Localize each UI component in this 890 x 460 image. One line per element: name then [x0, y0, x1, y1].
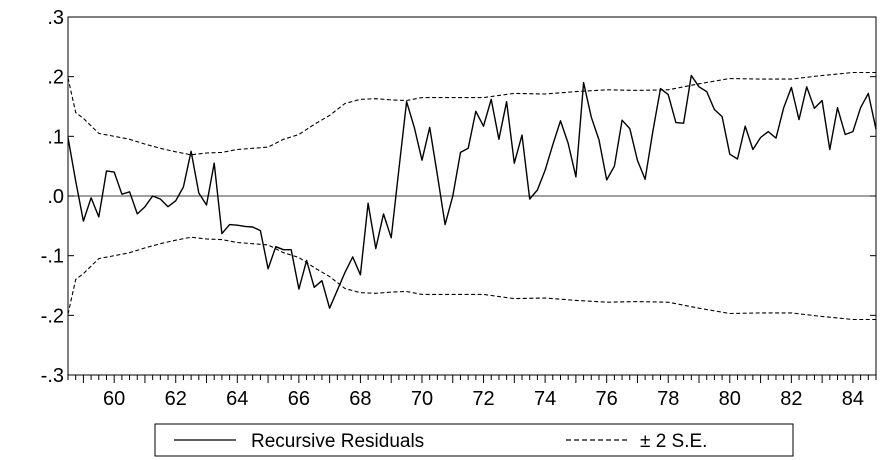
x-tick-label: 66 [288, 388, 310, 410]
series-layer [67, 71, 877, 321]
x-tick-label: 76 [596, 388, 618, 410]
x-tick-label: 64 [226, 388, 248, 410]
y-tick-label: .1 [47, 126, 64, 148]
y-axis-ticks: -.3 -.2 -.1 .0 .1 .2 .3 [41, 7, 876, 387]
legend-box [154, 423, 794, 457]
y-tick-label: -.2 [41, 305, 64, 327]
x-tick-label: 78 [657, 388, 679, 410]
series-recursive-residuals [67, 74, 877, 309]
y-tick-label: .0 [47, 186, 64, 208]
x-tick-label: 70 [411, 388, 433, 410]
x-tick-label: 60 [103, 388, 125, 410]
x-tick-label: 68 [349, 388, 371, 410]
legend-label-se-bands: ± 2 S.E. [640, 431, 707, 452]
x-tick-label: 74 [534, 388, 556, 410]
y-tick-label: -.3 [41, 365, 64, 387]
x-tick-label: 80 [719, 388, 741, 410]
legend-label-residuals: Recursive Residuals [251, 431, 424, 452]
x-tick-label: 62 [165, 388, 187, 410]
y-tick-label: -.1 [41, 246, 64, 268]
y-tick-label: .3 [47, 7, 64, 29]
x-axis-ticks: 60 62 64 66 68 70 72 74 76 78 80 82 84 [67, 375, 877, 410]
y-tick-label: .2 [47, 67, 64, 89]
x-tick-label: 82 [780, 388, 802, 410]
legend: Recursive Residuals ± 2 S.E. [154, 423, 794, 457]
x-tick-label: 72 [472, 388, 494, 410]
x-tick-label: 84 [842, 388, 864, 410]
